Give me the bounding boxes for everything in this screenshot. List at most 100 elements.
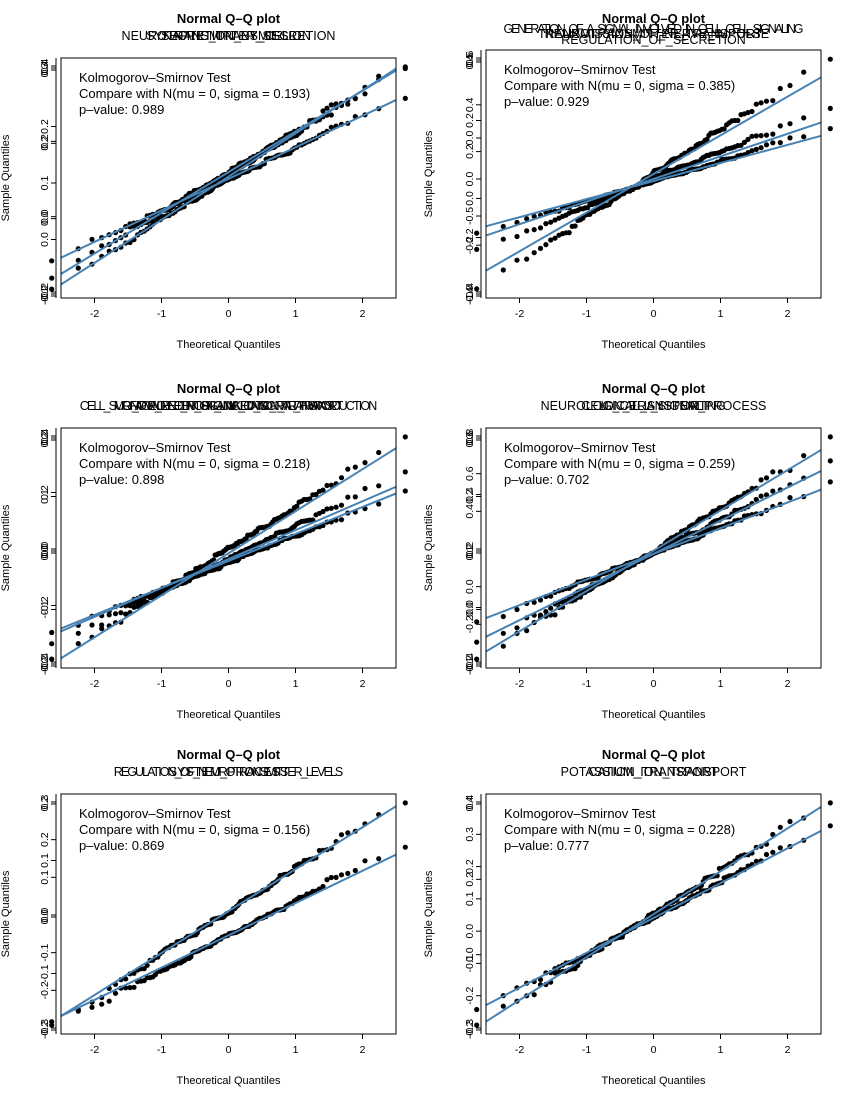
qq-point [328, 102, 334, 108]
qq-point [474, 230, 480, 236]
qq-point [827, 434, 833, 440]
qq-reference-line [486, 805, 821, 1023]
y-tick-label: 0.2 [39, 832, 51, 847]
qq-panel-2[interactable]: Normal Q–Q plotGENERATION_OF_A_SIGNAL_IN… [419, 11, 850, 351]
y-tick-label: 0.0 [464, 600, 476, 615]
ks-pvalue-label: p–value: 0.702 [504, 472, 589, 487]
qq-point [801, 115, 807, 121]
qq-panel-6[interactable]: Normal Q–Q plot POTASSIUM_ION_TRANSPORTCA… [419, 747, 850, 1087]
x-tick-label: -2 [515, 1044, 524, 1056]
y-tick-label: 0.0 [39, 908, 51, 923]
qq-point [99, 243, 105, 249]
qq-point [376, 449, 382, 456]
x-tick-label: -2 [90, 1044, 99, 1056]
qq-point [552, 217, 558, 223]
y-tick-label: 0.4 [39, 59, 51, 74]
ks-heading: Kolmogorov–Smirnov Test [504, 440, 656, 455]
qq-point [328, 124, 334, 130]
qq-point [99, 626, 105, 632]
qq-point [827, 823, 833, 829]
qq-point [801, 134, 807, 140]
y-tick-label: 0.2 [464, 144, 476, 159]
y-tick-label: 0.0 [39, 546, 51, 561]
qq-point [741, 139, 748, 145]
x-tick-label: -1 [157, 1044, 166, 1056]
y-tick-label: -0.1 [39, 600, 51, 618]
qq-point [338, 517, 345, 523]
y-tick-label: -0.2 [464, 655, 476, 673]
qq-panel-1[interactable]: Normal Q–Q plot SYNAPTIC_TRANSMISSIONNEUR… [0, 11, 463, 351]
qq-point [338, 502, 345, 508]
x-axis-label: Theoretical Quantiles [177, 709, 281, 721]
qq-point [753, 101, 759, 107]
qq-reference-line [61, 69, 396, 276]
x-tick-label: 1 [293, 308, 299, 320]
y-tick-label: -0.2 [464, 236, 476, 254]
qq-panel-5[interactable]: Normal Q–Q plot REGULATION_OF_NEUROTRANSM… [0, 747, 463, 1087]
y-axis-label: Sample Quantiles [0, 134, 12, 221]
qq-point [552, 235, 558, 241]
qq-panel-4[interactable]: Normal Q–Q plot NEUROLOGICAL_SYSTEM_PROCE… [419, 381, 850, 721]
qq-point [753, 133, 759, 139]
qq-point [543, 242, 549, 248]
y-tick-label: -0.1 [464, 954, 476, 972]
y-tick-label: -0.2 [39, 1021, 51, 1039]
qq-point [338, 475, 345, 481]
qq-point [345, 101, 351, 107]
qq-point [352, 464, 358, 470]
qq-point [801, 69, 807, 75]
panel-title: Normal Q–Q plot [602, 747, 706, 762]
qq-point [49, 275, 55, 281]
y-tick-label: 0.0 [39, 542, 51, 557]
qq-point [328, 874, 334, 881]
panel-subtitle: NEUROLOGICAL_SYSTEM_PROCESS [541, 399, 767, 413]
qq-point [500, 223, 506, 230]
qq-point [75, 641, 81, 647]
qq-point [753, 858, 759, 864]
qq-point [531, 992, 537, 998]
qq-point [474, 286, 480, 292]
y-tick-label: 0.0 [464, 172, 476, 187]
qq-point [787, 82, 793, 89]
qq-point [777, 85, 783, 92]
x-tick-label: 0 [226, 308, 232, 320]
qq-point [362, 858, 368, 864]
x-tick-label: 2 [785, 1044, 791, 1056]
y-axis-label: Sample Quantiles [423, 130, 435, 217]
qq-point [524, 216, 530, 222]
qq-point [531, 213, 537, 219]
qq-point [106, 998, 112, 1004]
qq-point [745, 150, 751, 156]
qq-point [770, 849, 776, 855]
qq-point [352, 494, 358, 500]
x-tick-label: 2 [785, 678, 791, 690]
y-tick-label: -0.3 [464, 1019, 476, 1037]
qq-point [548, 219, 554, 225]
qq-point [500, 643, 506, 649]
qq-panel-3[interactable]: Normal Q–Q plot MONOVALENT_INORGANIC_CATI… [0, 381, 463, 721]
qq-reference-line [486, 829, 821, 1007]
x-tick-label: -2 [515, 308, 524, 320]
panel-subtitle: REGULATION_OF_NEUROTRANSMITTER_LEVELS [114, 765, 343, 779]
qq-point [763, 851, 770, 858]
qq-point [328, 482, 334, 488]
qq-point [827, 800, 833, 806]
y-tick-label: 0.6 [464, 51, 476, 66]
y-tick-label: 0.6 [464, 466, 476, 481]
y-tick-label: 0.4 [39, 429, 51, 444]
ks-compare-label: Compare with N(mu = 0, sigma = 0.193) [79, 86, 310, 101]
qq-point [827, 458, 833, 464]
qq-point [524, 228, 530, 234]
x-axis-label: Theoretical Quantiles [177, 339, 281, 351]
qq-point [320, 883, 326, 890]
y-tick-label: -0.2 [39, 285, 51, 303]
y-tick-label: 0.0 [464, 947, 476, 962]
qq-point [514, 233, 520, 240]
ks-pvalue-label: p–value: 0.989 [79, 102, 164, 117]
ks-compare-label: Compare with N(mu = 0, sigma = 0.218) [79, 456, 310, 471]
qq-point [827, 479, 833, 485]
panel-subtitle: TRANSMISSION_OF_NERVE_IMPULSE [538, 27, 769, 41]
qq-point [49, 286, 55, 292]
qq-point [745, 136, 751, 142]
y-tick-label: -0.3 [39, 1019, 51, 1037]
